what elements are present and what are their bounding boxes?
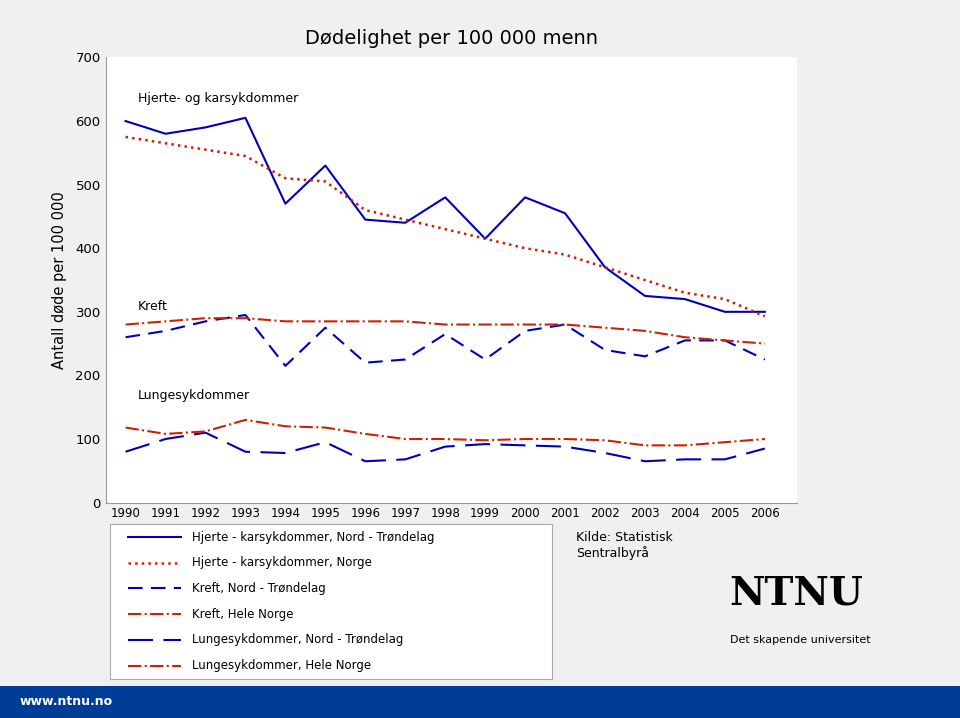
Text: Lungesykdommer, Hele Norge: Lungesykdommer, Hele Norge — [192, 659, 372, 672]
Y-axis label: Antall døde per 100 000: Antall døde per 100 000 — [52, 191, 67, 369]
Text: Hjerte - karsykdommer, Norge: Hjerte - karsykdommer, Norge — [192, 556, 372, 569]
Text: Kreft: Kreft — [137, 300, 167, 313]
Text: Kreft, Hele Norge: Kreft, Hele Norge — [192, 607, 294, 620]
Text: Lungesykdommer, Nord - Trøndelag: Lungesykdommer, Nord - Trøndelag — [192, 633, 403, 646]
Text: Lungesykdommer: Lungesykdommer — [137, 389, 250, 402]
Text: NTNU: NTNU — [730, 574, 863, 612]
Text: Hjerte- og karsykdommer: Hjerte- og karsykdommer — [137, 93, 298, 106]
Text: Det skapende universitet: Det skapende universitet — [730, 635, 870, 645]
Text: www.ntnu.no: www.ntnu.no — [19, 695, 112, 709]
Text: Kreft, Nord - Trøndelag: Kreft, Nord - Trøndelag — [192, 582, 325, 595]
Text: Kilde: Statistisk
Sentralbyrå: Kilde: Statistisk Sentralbyrå — [576, 531, 673, 561]
Text: Hjerte - karsykdommer, Nord - Trøndelag: Hjerte - karsykdommer, Nord - Trøndelag — [192, 531, 435, 544]
Title: Dødelighet per 100 000 menn: Dødelighet per 100 000 menn — [304, 29, 598, 47]
